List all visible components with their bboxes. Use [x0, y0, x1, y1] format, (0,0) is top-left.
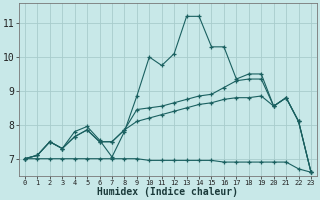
X-axis label: Humidex (Indice chaleur): Humidex (Indice chaleur) [98, 187, 238, 197]
